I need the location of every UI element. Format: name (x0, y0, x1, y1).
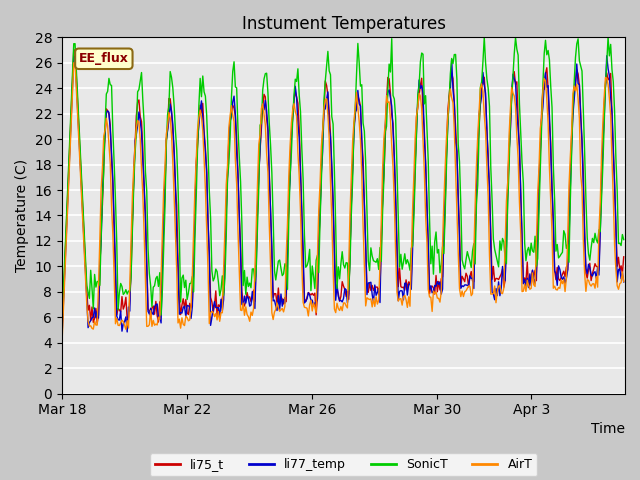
AirT (574, 96, 582, 102)
SonicT (101, 122, 109, 128)
li77_temp (603, 53, 611, 59)
AirT (58, 340, 66, 346)
li75_t (385, 76, 393, 82)
li77_temp (573, 61, 580, 67)
Line: li77_temp: li77_temp (62, 56, 624, 336)
li77_temp (502, 243, 510, 249)
SonicT (504, 199, 511, 205)
SonicT (384, 87, 392, 93)
AirT (504, 179, 511, 185)
AirT (492, 300, 500, 306)
li77_temp (384, 90, 392, 96)
li75_t (504, 180, 511, 186)
Line: AirT: AirT (62, 63, 624, 343)
SonicT (58, 321, 66, 326)
li75_t (620, 254, 628, 260)
Title: Instument Temperatures: Instument Temperatures (241, 15, 445, 33)
SonicT (574, 36, 582, 42)
AirT (102, 115, 110, 121)
Text: EE_flux: EE_flux (79, 52, 129, 65)
li75_t (449, 76, 457, 82)
X-axis label: Time: Time (591, 422, 625, 436)
li75_t (102, 106, 110, 112)
li75_t (492, 276, 500, 281)
AirT (70, 60, 77, 66)
Y-axis label: Temperature (C): Temperature (C) (15, 159, 29, 272)
li77_temp (448, 57, 456, 62)
li75_t (574, 71, 582, 77)
AirT (620, 279, 628, 285)
li77_temp (620, 279, 628, 285)
li75_t (70, 47, 77, 53)
Line: li75_t: li75_t (62, 50, 624, 330)
SonicT (620, 237, 628, 242)
SonicT (481, 35, 488, 40)
li75_t (58, 327, 66, 333)
li77_temp (491, 297, 499, 302)
Legend: li75_t, li77_temp, SonicT, AirT: li75_t, li77_temp, SonicT, AirT (150, 453, 538, 476)
li77_temp (58, 334, 66, 339)
SonicT (448, 56, 456, 61)
SonicT (492, 252, 500, 258)
AirT (449, 100, 457, 106)
AirT (385, 99, 393, 105)
li77_temp (101, 132, 109, 138)
Line: SonicT: SonicT (62, 37, 624, 324)
